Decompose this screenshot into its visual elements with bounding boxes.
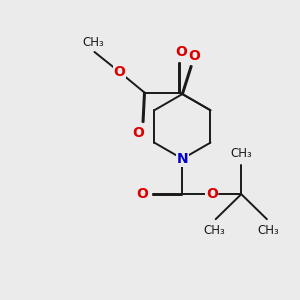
Text: CH₃: CH₃ (82, 36, 104, 49)
Text: N: N (177, 152, 188, 166)
Text: O: O (176, 45, 187, 59)
Text: O: O (113, 65, 125, 79)
Text: CH₃: CH₃ (203, 224, 225, 237)
Text: O: O (188, 49, 200, 63)
Text: O: O (136, 187, 148, 201)
Text: CH₃: CH₃ (230, 147, 252, 160)
Text: CH₃: CH₃ (257, 224, 279, 237)
Text: O: O (206, 187, 218, 201)
Text: O: O (133, 126, 145, 140)
